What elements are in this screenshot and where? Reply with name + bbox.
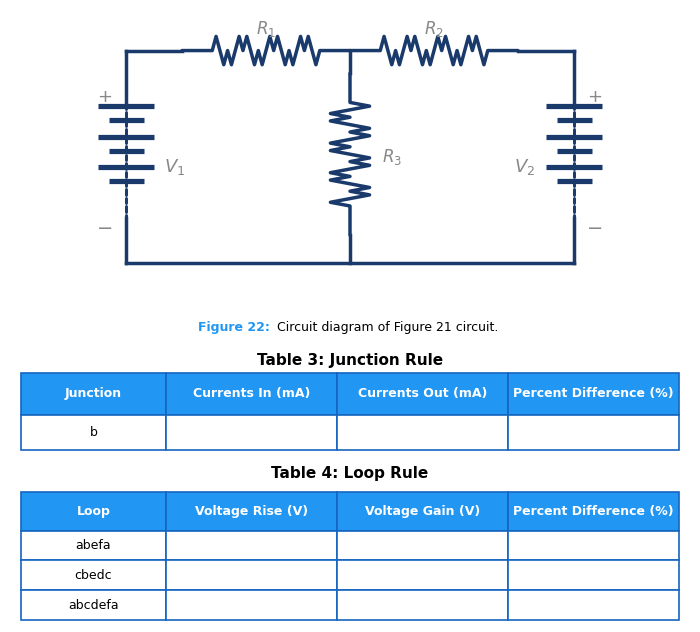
FancyBboxPatch shape [337,492,508,531]
FancyBboxPatch shape [508,415,679,450]
Text: +: + [587,88,603,106]
Text: Loop: Loop [76,505,111,518]
FancyBboxPatch shape [337,531,508,561]
FancyBboxPatch shape [21,531,166,561]
Text: $R_3$: $R_3$ [382,147,402,167]
FancyBboxPatch shape [166,492,337,531]
FancyBboxPatch shape [508,590,679,620]
Text: $R_2$: $R_2$ [424,20,444,39]
FancyBboxPatch shape [21,492,166,531]
Text: Percent Difference (%): Percent Difference (%) [513,505,674,518]
Text: cbedc: cbedc [75,569,112,582]
Text: abefa: abefa [76,539,111,552]
Text: Circuit diagram of Figure 21 circuit.: Circuit diagram of Figure 21 circuit. [273,320,498,334]
Text: Table 3: Junction Rule: Table 3: Junction Rule [257,353,443,368]
FancyBboxPatch shape [166,415,337,450]
FancyBboxPatch shape [508,561,679,590]
Text: $V_2$: $V_2$ [514,157,536,177]
Text: abcdefa: abcdefa [68,599,119,612]
Text: Voltage Gain (V): Voltage Gain (V) [365,505,480,518]
FancyBboxPatch shape [21,590,166,620]
FancyBboxPatch shape [337,373,508,415]
Text: Percent Difference (%): Percent Difference (%) [513,387,674,401]
Text: Currents Out (mA): Currents Out (mA) [358,387,487,401]
Text: Figure 22:: Figure 22: [197,320,270,334]
Text: Table 4: Loop Rule: Table 4: Loop Rule [272,466,428,481]
FancyBboxPatch shape [166,373,337,415]
FancyBboxPatch shape [337,561,508,590]
Text: b: b [90,426,97,439]
FancyBboxPatch shape [508,531,679,561]
Text: −: − [587,219,603,238]
FancyBboxPatch shape [166,561,337,590]
FancyBboxPatch shape [166,531,337,561]
Text: +: + [97,88,113,106]
FancyBboxPatch shape [166,590,337,620]
FancyBboxPatch shape [337,415,508,450]
FancyBboxPatch shape [508,492,679,531]
Text: Voltage Rise (V): Voltage Rise (V) [195,505,308,518]
Text: Junction: Junction [65,387,122,401]
FancyBboxPatch shape [508,373,679,415]
Text: $V_1$: $V_1$ [164,157,186,177]
FancyBboxPatch shape [337,590,508,620]
Text: Currents In (mA): Currents In (mA) [193,387,310,401]
Text: −: − [97,219,113,238]
FancyBboxPatch shape [21,373,166,415]
Text: $R_1$: $R_1$ [256,20,276,39]
FancyBboxPatch shape [21,561,166,590]
FancyBboxPatch shape [21,415,166,450]
